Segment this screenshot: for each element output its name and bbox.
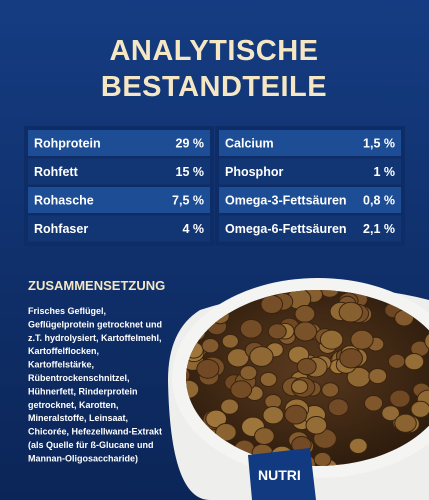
- kibble: [319, 290, 340, 298]
- kibble: [364, 395, 384, 412]
- table-row: [28, 215, 210, 242]
- kibble: [410, 400, 429, 418]
- table-row: [219, 158, 401, 185]
- kibble: [254, 427, 275, 445]
- row-label: Rohprotein: [34, 136, 101, 150]
- kibble: [387, 353, 406, 369]
- kibble: [338, 301, 363, 323]
- composition-line: Geflügelprotein getrocknet und: [28, 319, 162, 329]
- composition-line: Rübentrockenschnitzel,: [28, 373, 130, 383]
- row-label: Rohasche: [34, 193, 94, 207]
- kibble: [226, 348, 250, 368]
- kibble: [348, 437, 368, 454]
- kibble: [239, 318, 263, 339]
- row-label: Omega-6-Fettsäuren: [225, 222, 347, 236]
- kibble: [267, 323, 287, 340]
- composition-line: Mineralstoffe, Leinsaat,: [28, 413, 128, 423]
- composition-line: Chicorée, Hefezellwand-Extrakt: [28, 427, 162, 437]
- row-label: Calcium: [225, 136, 274, 150]
- kibble: [296, 357, 317, 376]
- row-value: 1,5 %: [363, 136, 395, 150]
- bowl: NUTRI: [168, 278, 429, 500]
- table-row: [28, 158, 210, 185]
- kibble: [284, 404, 308, 425]
- kibble: [239, 365, 258, 381]
- composition-line: Frisches Geflügel,: [28, 306, 106, 316]
- kibble: [327, 398, 349, 417]
- kibble: [389, 389, 411, 408]
- composition-line: (als Quelle für ß-Glucane und: [28, 440, 154, 450]
- row-label: Rohfett: [34, 165, 79, 179]
- composition-title: ZUSAMMENSETZUNG: [28, 278, 165, 293]
- row-value: 4 %: [182, 222, 204, 236]
- table-row: [219, 187, 401, 213]
- composition-line: z.T. hydrolysiert, Kartoffelmehl,: [28, 333, 162, 343]
- kibble: [249, 346, 274, 367]
- bowl-badge: [248, 448, 316, 500]
- row-value: 15 %: [176, 165, 205, 179]
- bowl-label: NUTRI: [258, 467, 301, 483]
- kibble: [196, 359, 220, 379]
- composition-line: getrocknet, Karotten,: [28, 400, 119, 410]
- title-line: BESTANDTEILE: [101, 71, 327, 103]
- kibble: [221, 333, 239, 349]
- kibble: [339, 348, 363, 369]
- kibble: [381, 405, 400, 422]
- kibble: [215, 423, 237, 442]
- kibble: [220, 398, 240, 415]
- kibble: [259, 371, 278, 387]
- row-value: 0,8 %: [363, 193, 395, 207]
- kibble: [260, 294, 284, 315]
- table-row: [219, 130, 401, 156]
- kibble: [291, 379, 309, 395]
- composition-line: Kartoffelflocken,: [28, 346, 99, 356]
- kibble: [230, 380, 253, 400]
- kibble: [321, 382, 340, 398]
- kibble: [350, 329, 374, 350]
- row-value: 2,1 %: [363, 222, 395, 236]
- row-value: 1 %: [373, 165, 395, 179]
- row-label: Rohfaser: [34, 222, 88, 236]
- row-label: Phosphor: [225, 165, 283, 179]
- kibble: [294, 305, 316, 323]
- kibble: [313, 451, 332, 466]
- kibble: [262, 405, 284, 425]
- kibble: [186, 366, 191, 384]
- composition-line: Mannan-Oligosaccharide): [28, 453, 138, 463]
- composition-line: Kartoffelstärke,: [28, 360, 94, 370]
- title-line: ANALYTISCHE: [109, 35, 318, 67]
- row-label: Omega-3-Fettsäuren: [225, 193, 347, 207]
- kibble: [201, 338, 220, 354]
- kibble: [368, 367, 388, 385]
- table-row: [28, 187, 210, 213]
- kibble: [394, 413, 417, 433]
- kibble: [404, 353, 425, 371]
- kibble: [305, 416, 328, 435]
- table-row: [28, 130, 210, 156]
- table-row: [219, 215, 401, 242]
- kibble: [293, 321, 318, 342]
- row-value: 29 %: [176, 136, 205, 150]
- kibble: [319, 329, 344, 350]
- composition-line: Hühnerfett, Rinderprotein: [28, 386, 138, 396]
- kibble: [424, 330, 429, 352]
- kibble: [205, 409, 228, 429]
- row-value: 7,5 %: [172, 193, 204, 207]
